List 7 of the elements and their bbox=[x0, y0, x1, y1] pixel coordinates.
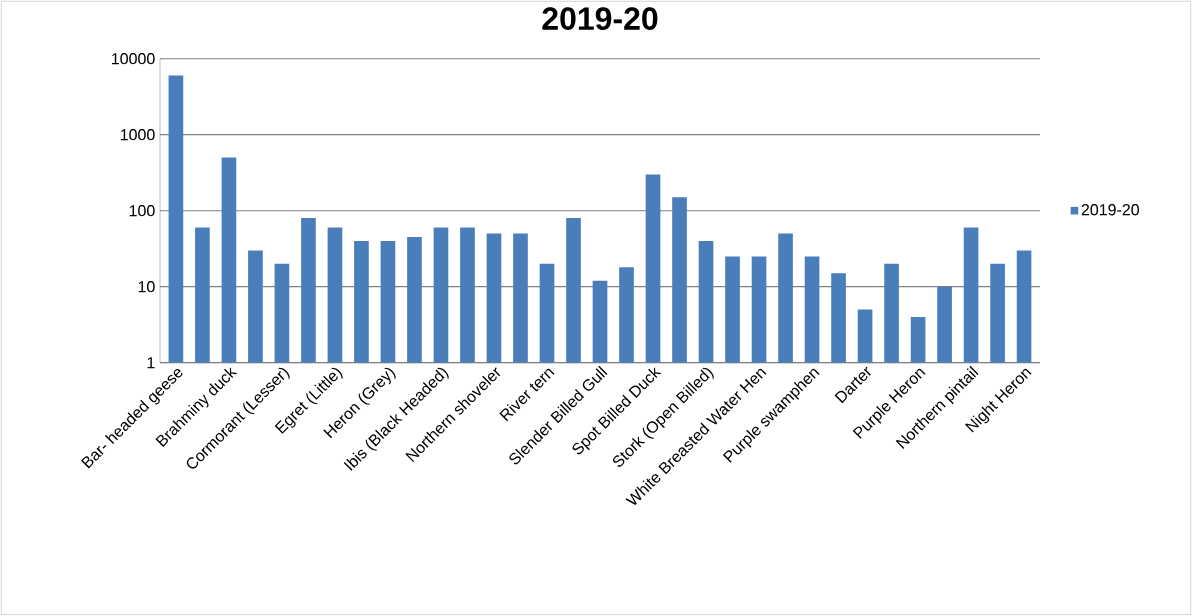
y-tick-label: 10000 bbox=[112, 53, 155, 65]
y-tick-label: 10 bbox=[138, 281, 155, 293]
y-tick-label: 1 bbox=[147, 357, 155, 369]
y-tick-label: 100 bbox=[129, 205, 155, 217]
chart-title: 2019-20 bbox=[542, 7, 658, 30]
legend-label: 2019-20 bbox=[1081, 204, 1140, 216]
y-tick-label: 1000 bbox=[120, 129, 155, 141]
